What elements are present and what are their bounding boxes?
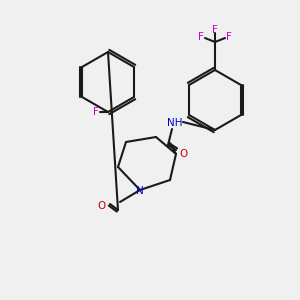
Text: F: F	[93, 107, 99, 117]
Text: NH: NH	[167, 118, 183, 128]
Text: O: O	[98, 201, 106, 211]
Text: F: F	[226, 32, 232, 42]
Text: N: N	[136, 186, 144, 196]
Text: F: F	[198, 32, 204, 42]
Text: O: O	[179, 149, 187, 159]
Text: F: F	[212, 25, 218, 35]
